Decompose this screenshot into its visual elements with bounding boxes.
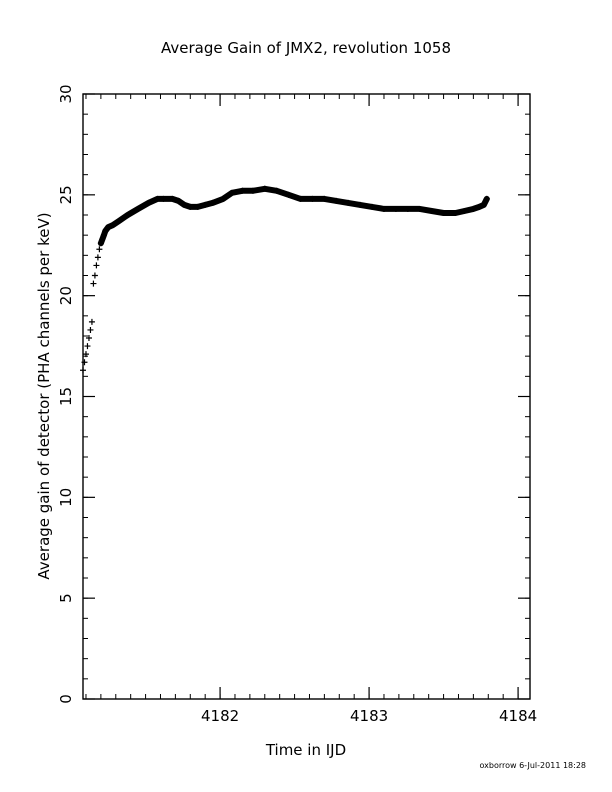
footer-stamp: oxborrow 6-Jul-2011 18:28 — [479, 761, 586, 770]
data-point — [88, 318, 95, 325]
data-point — [80, 367, 86, 374]
data-point — [81, 359, 88, 366]
data-point — [82, 351, 89, 358]
y-tick-label: 15 — [57, 387, 75, 406]
y-axis-label: Average gain of detector (PHA channels p… — [35, 212, 53, 579]
axis-ticks — [83, 93, 530, 700]
data-point — [90, 280, 97, 287]
y-tick-label: 10 — [57, 488, 75, 507]
series-band — [97, 185, 490, 247]
x-tick-labels: 4182 4183 4184 — [201, 707, 537, 725]
chart-title: Average Gain of JMX2, revolution 1058 — [161, 39, 451, 57]
y-tick-label: 30 — [57, 84, 75, 103]
data-point — [91, 272, 98, 279]
x-tick-label: 4182 — [201, 707, 239, 725]
y-tick-labels: 0 5 10 15 20 25 30 — [57, 84, 75, 703]
plot-frame — [82, 93, 531, 700]
data-points — [80, 185, 490, 374]
y-tick-label: 5 — [57, 593, 75, 603]
data-point — [85, 335, 92, 342]
x-tick-label: 4184 — [499, 707, 537, 725]
x-tick-label: 4183 — [350, 707, 388, 725]
x-axis-label: Time in IJD — [265, 741, 346, 759]
data-point — [84, 343, 91, 350]
y-tick-label: 25 — [57, 185, 75, 204]
data-point — [94, 254, 101, 261]
data-point — [87, 326, 94, 333]
data-point — [96, 246, 103, 253]
y-tick-label: 0 — [57, 694, 75, 704]
y-tick-label: 20 — [57, 286, 75, 305]
data-point — [93, 262, 100, 269]
